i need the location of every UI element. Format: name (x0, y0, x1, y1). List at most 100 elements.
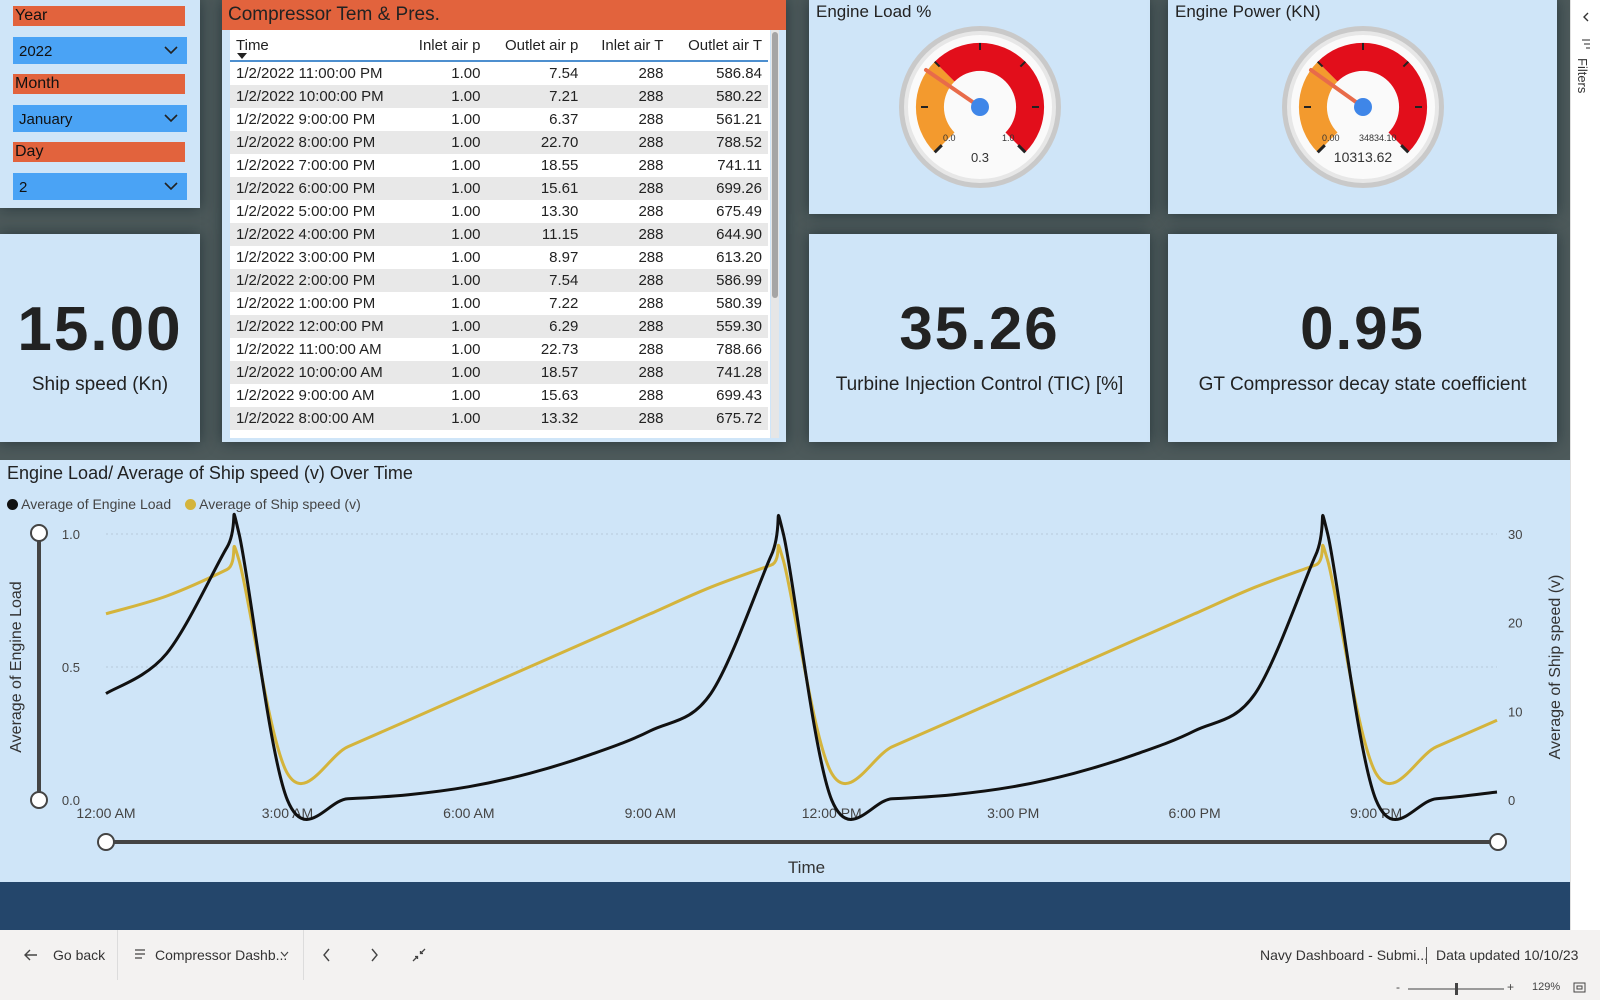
page-selector[interactable]: Compressor Dashb... (132, 930, 300, 980)
table-cell: 1/2/2022 2:00:00 PM (230, 269, 402, 292)
zoom-in-button[interactable]: + (1507, 980, 1515, 994)
table-cell: 6.37 (486, 108, 585, 131)
table-cell: 580.22 (669, 85, 768, 108)
column-header-time[interactable]: Time (230, 30, 402, 62)
table-row[interactable]: 1/2/2022 9:00:00 AM 1.00 15.63 288 699.43 (230, 384, 768, 407)
table-row[interactable]: 1/2/2022 9:00:00 PM 1.00 6.37 288 561.21 (230, 108, 768, 131)
table-cell: 1.00 (402, 200, 487, 223)
column-header-outlet-air-t[interactable]: Outlet air T (669, 30, 768, 62)
table-row[interactable]: 1/2/2022 6:00:00 PM 1.00 15.61 288 699.26 (230, 177, 768, 200)
arrow-left-icon (24, 949, 37, 961)
table-cell: 1.00 (402, 177, 487, 200)
table-row[interactable]: 1/2/2022 10:00:00 PM 1.00 7.21 288 580.22 (230, 85, 768, 108)
table-cell: 1.00 (402, 131, 487, 154)
table-row[interactable]: 1/2/2022 8:00:00 AM 1.00 13.32 288 675.72 (230, 407, 768, 430)
table-row[interactable]: 1/2/2022 8:00:00 PM 1.00 22.70 288 788.52 (230, 131, 768, 154)
filter-icon (1582, 39, 1590, 49)
gauge-needle (924, 68, 982, 109)
table-cell: 288 (584, 407, 670, 430)
table-row[interactable]: 1/2/2022 11:00:00 PM 1.00 7.54 288 586.84 (230, 61, 768, 85)
table-row[interactable]: 1/2/2022 12:00:00 PM 1.00 6.29 288 559.30 (230, 315, 768, 338)
table-row[interactable]: 1/2/2022 7:00:00 PM 1.00 18.55 288 741.11 (230, 154, 768, 177)
day-label: Day (13, 142, 185, 162)
tic-value: 35.26 (899, 295, 1060, 362)
engine-load-gauge-card: Engine Load % 0.0 1.0 0.3 (809, 0, 1150, 214)
legend-label: Average of Engine Load (21, 496, 172, 512)
decay-card: 0.95 GT Compressor decay state coefficie… (1168, 234, 1557, 442)
table-cell: 288 (584, 177, 670, 200)
column-header-outlet-air-p[interactable]: Outlet air p (486, 30, 585, 62)
x-zoom-slider-handle[interactable] (1489, 833, 1507, 851)
table-scrollbar-thumb[interactable] (772, 32, 778, 298)
legend-dot-icon (185, 499, 196, 510)
x-zoom-slider-handle[interactable] (97, 833, 115, 851)
table-cell: 1/2/2022 8:00:00 AM (230, 407, 402, 430)
chart-title: Engine Load/ Average of Ship speed (v) O… (7, 463, 413, 483)
legend-item-engine-load[interactable]: Average of Engine Load (7, 496, 175, 512)
month-label: Month (13, 74, 185, 94)
column-header-inlet-air-t[interactable]: Inlet air T (584, 30, 670, 62)
previous-page-icon[interactable] (322, 948, 332, 962)
chevron-left-icon[interactable] (1581, 12, 1591, 22)
legend-item-ship-speed[interactable]: Average of Ship speed (v) (185, 496, 361, 512)
table-row[interactable]: 1/2/2022 11:00:00 AM 1.00 22.73 288 788.66 (230, 338, 768, 361)
zoom-slider-thumb[interactable] (1455, 983, 1458, 995)
table-row[interactable]: 1/2/2022 1:00:00 PM 1.00 7.22 288 580.39 (230, 292, 768, 315)
month-dropdown[interactable]: January (13, 105, 187, 132)
compressor-table: Time Inlet air p Outlet air p Inlet air … (230, 30, 768, 430)
table-cell: 699.43 (669, 384, 768, 407)
data-updated-label: Data updated 10/10/23 (1436, 947, 1579, 963)
table-cell: 7.54 (486, 269, 585, 292)
x-tick-label: 3:00 PM (987, 805, 1039, 821)
filters-pane[interactable]: Filters (1570, 0, 1600, 930)
table-row[interactable]: 1/2/2022 3:00:00 PM 1.00 8.97 288 613.20 (230, 246, 768, 269)
table-cell: 288 (584, 361, 670, 384)
table-cell: 1/2/2022 9:00:00 AM (230, 384, 402, 407)
table-cell: 699.26 (669, 177, 768, 200)
column-header-inlet-air-p[interactable]: Inlet air p (402, 30, 487, 62)
gauge-max-label: 34834.10 (1359, 133, 1397, 143)
table-scroll-area: Time Inlet air p Outlet air p Inlet air … (230, 30, 770, 438)
table-row[interactable]: 1/2/2022 2:00:00 PM 1.00 7.54 288 586.99 (230, 269, 768, 292)
table-row[interactable]: 1/2/2022 10:00:00 AM 1.00 18.57 288 741.28 (230, 361, 768, 384)
table-cell: 288 (584, 223, 670, 246)
table-cell: 1.00 (402, 361, 487, 384)
zoom-out-button[interactable]: - (1396, 980, 1400, 994)
table-cell: 644.90 (669, 223, 768, 246)
next-page-icon[interactable] (369, 948, 379, 962)
y-right-tick-label: 10 (1508, 704, 1522, 719)
day-dropdown[interactable]: 2 (13, 173, 187, 200)
month-value: January (19, 111, 73, 128)
collapse-icon[interactable] (412, 948, 426, 962)
table-row[interactable]: 1/2/2022 5:00:00 PM 1.00 13.30 288 675.49 (230, 200, 768, 223)
table-row[interactable]: 1/2/2022 4:00:00 PM 1.00 11.15 288 644.90 (230, 223, 768, 246)
y-zoom-slider-handle[interactable] (30, 524, 48, 542)
table-cell: 788.66 (669, 338, 768, 361)
gauge-value-label: 0.3 (971, 150, 989, 165)
y-left-tick-label: 0.5 (62, 660, 80, 675)
table-cell: 1/2/2022 7:00:00 PM (230, 154, 402, 177)
gauge-hub (971, 98, 989, 116)
table-cell: 613.20 (669, 246, 768, 269)
year-dropdown[interactable]: 2022 (13, 37, 187, 64)
table-cell: 13.32 (486, 407, 585, 430)
y-right-tick-label: 0 (1508, 793, 1515, 808)
table-scrollbar-track[interactable] (771, 30, 779, 438)
table-cell: 1.00 (402, 223, 487, 246)
fit-to-page-icon[interactable] (1573, 982, 1586, 993)
zoom-slider[interactable] (1408, 983, 1504, 995)
go-back-button[interactable]: Go back (20, 930, 116, 980)
table-cell: 1.00 (402, 108, 487, 131)
chevron-down-icon (164, 46, 178, 55)
chart-legend: Average of Engine Load Average of Ship s… (7, 496, 361, 512)
table-cell: 1.00 (402, 85, 487, 108)
table-title: Compressor Tem & Pres. (222, 0, 786, 30)
ship-speed-card: 15.00 Ship speed (Kn) (0, 234, 200, 442)
y-zoom-slider-handle[interactable] (30, 791, 48, 809)
table-cell: 788.52 (669, 131, 768, 154)
engine-power-gauge-title: Engine Power (KN) (1175, 2, 1321, 21)
table-cell: 675.49 (669, 200, 768, 223)
table-cell: 15.63 (486, 384, 585, 407)
table-cell: 559.30 (669, 315, 768, 338)
legend-dot-icon (7, 499, 18, 510)
